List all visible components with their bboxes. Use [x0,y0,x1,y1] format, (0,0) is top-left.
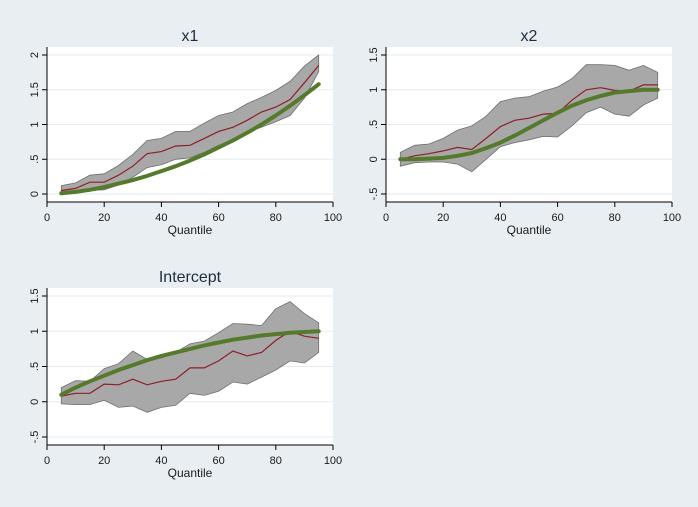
estimate-line [61,65,320,192]
estimate-line [61,330,319,397]
x-tick-label: 60 [212,455,224,467]
true-effect-line [59,329,321,397]
true-effect-line [398,87,660,162]
x-tick-label: 40 [155,455,167,467]
chart-title: x1 [182,28,199,45]
chart-panel-1: 0 20 40 60 80 100 0 .5 1 1.5 2 x1 Quantile [29,28,342,237]
x-tick-label: 100 [324,212,342,224]
y-tick-label: 1.5 [29,82,41,97]
true-effect-line [59,82,321,196]
x-tick-label: 100 [663,212,681,224]
x-axis-label: Quantile [507,223,552,237]
x-tick-label: 20 [98,455,110,467]
x-tick-label: 0 [383,212,389,224]
y-tick-label: 1 [29,121,41,127]
x-tick-label: 40 [494,212,506,224]
chart-title: x2 [521,28,538,45]
chart-title: Intercept [159,269,222,286]
x-tick-label: 20 [98,212,110,224]
x-tick-label: 0 [44,212,50,224]
x-tick-label: 20 [437,212,449,224]
confidence-band [60,54,320,195]
y-tick-label: 0 [368,156,380,162]
x-axis-label: Quantile [168,466,213,480]
y-tick-label: .5 [29,155,41,164]
x-tick-label: 80 [609,212,621,224]
y-tick-label: .5 [29,362,41,371]
x-tick-label: 40 [155,212,167,224]
y-tick-label: 1 [29,328,41,334]
y-tick-label: 1.5 [368,47,380,62]
x-tick-label: 80 [270,455,282,467]
x-axis-label: Quantile [168,223,213,237]
y-tick-label: 2 [29,52,41,58]
x-tick-label: 0 [44,455,50,467]
y-tick-label: 0 [29,399,41,405]
y-tick-label: -.5 [368,188,380,201]
y-tick-label: 1 [368,87,380,93]
x-tick-label: 60 [551,212,563,224]
y-tick-label: -.5 [29,431,41,444]
x-tick-label: 80 [270,212,282,224]
x-tick-label: 60 [212,212,224,224]
estimate-line [400,84,658,160]
x-tick-label: 100 [324,455,342,467]
y-tick-label: .5 [368,120,380,129]
y-tick-label: 0 [29,191,41,197]
y-tick-label: 1.5 [29,288,41,303]
